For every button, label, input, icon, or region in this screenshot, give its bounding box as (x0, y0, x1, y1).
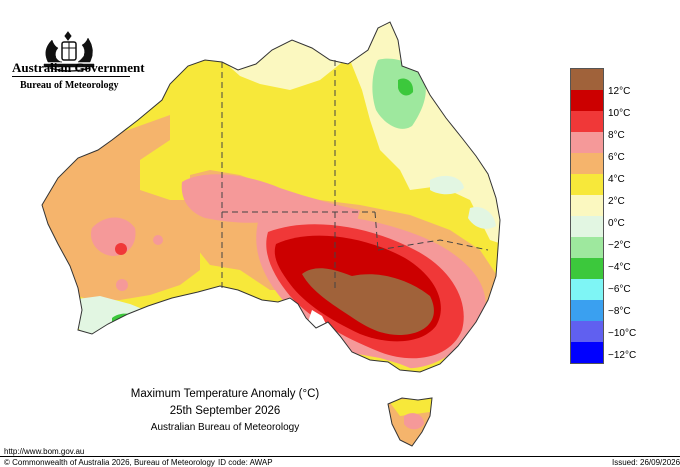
mainland-coastline (41, 21, 501, 373)
legend-swatch (570, 342, 604, 364)
map-date: 25th September 2026 (169, 405, 281, 417)
legend-label: 12°C (608, 86, 631, 97)
legend-label: −2°C (608, 240, 631, 251)
legend-swatch (570, 174, 604, 195)
legend-label: 6°C (608, 152, 625, 163)
legend-label: 4°C (608, 174, 625, 185)
legend-label: −10°C (608, 328, 637, 339)
legend-swatch (570, 216, 604, 237)
legend-swatch (570, 321, 604, 342)
bom-website-link[interactable]: http://www.bom.gov.au (4, 447, 85, 456)
legend-label: 10°C (608, 108, 631, 119)
legend-swatch (570, 111, 604, 132)
copyright-text: © Commonwealth of Australia 2026, Bureau… (4, 458, 215, 467)
legend-swatch (570, 195, 604, 216)
legend-swatch (570, 90, 604, 111)
map-title: Maximum Temperature Anomaly (°C) (130, 388, 320, 400)
map-source: Australian Bureau of Meteorology (150, 422, 300, 433)
agency-name: Bureau of Meteorology (20, 80, 119, 91)
legend-label: 8°C (608, 130, 625, 141)
tasmania-fill (388, 398, 432, 446)
state-borders (221, 60, 489, 290)
coat-of-arms-logo (43, 31, 95, 72)
legend-swatch (570, 68, 604, 90)
legend-label: −4°C (608, 262, 631, 273)
legend-label: 2°C (608, 196, 625, 207)
legend-swatch (570, 132, 604, 153)
legend-label: −12°C (608, 350, 637, 361)
legend-label: 0°C (608, 218, 625, 229)
legend-swatch (570, 300, 604, 321)
header-divider (12, 76, 130, 77)
legend-swatch (570, 279, 604, 300)
legend-swatch (570, 237, 604, 258)
id-code: ID code: AWAP (218, 458, 273, 467)
legend-swatch (570, 258, 604, 279)
government-title: Australian Government (12, 60, 145, 75)
legend-label: −8°C (608, 306, 631, 317)
legend-swatch (570, 153, 604, 174)
color-legend (570, 68, 604, 364)
tasmania-coastline (387, 397, 433, 447)
legend-label: −6°C (608, 284, 631, 295)
footer-divider (0, 456, 680, 457)
issued-date: Issued: 26/09/2026 (612, 458, 680, 467)
